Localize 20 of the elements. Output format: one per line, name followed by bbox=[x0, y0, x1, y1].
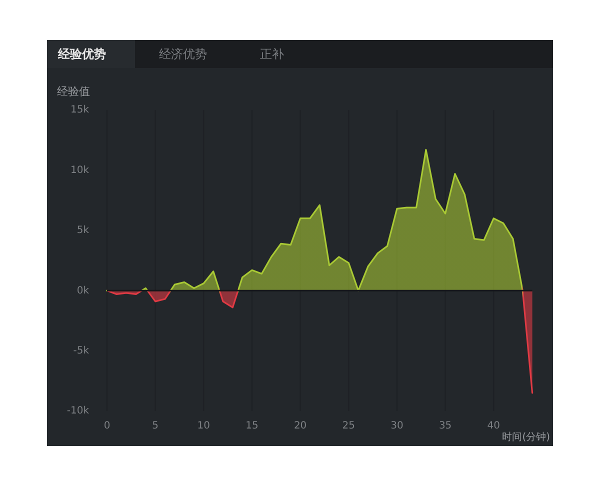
y-tick-label: 5k bbox=[76, 225, 90, 236]
x-tick-label: 30 bbox=[390, 420, 404, 432]
x-tick-label: 10 bbox=[197, 420, 210, 432]
y-tick-label: 10k bbox=[70, 164, 90, 176]
y-tick-label: -5k bbox=[73, 346, 90, 357]
y-tick-label: 15k bbox=[70, 104, 90, 116]
x-tick-label: 5 bbox=[152, 420, 159, 432]
y-tick-label: -10k bbox=[66, 406, 90, 417]
chart-title: 经验优势 bbox=[57, 47, 106, 61]
text: 经济优势 bbox=[159, 47, 207, 61]
x-tick-label: 20 bbox=[294, 420, 307, 432]
x-tick-label: 15 bbox=[246, 420, 258, 432]
x-tick-label: 40 bbox=[487, 420, 500, 432]
x-axis-title: 时间(分钟) bbox=[502, 431, 550, 443]
x-tick-label: 25 bbox=[342, 420, 356, 432]
x-tick-label: 0 bbox=[104, 420, 110, 432]
text: 正补 bbox=[260, 47, 284, 61]
x-tick-label: 35 bbox=[438, 420, 452, 432]
y-tick-label: 0k bbox=[76, 285, 90, 296]
y-axis-title: 经验值 bbox=[57, 85, 90, 98]
